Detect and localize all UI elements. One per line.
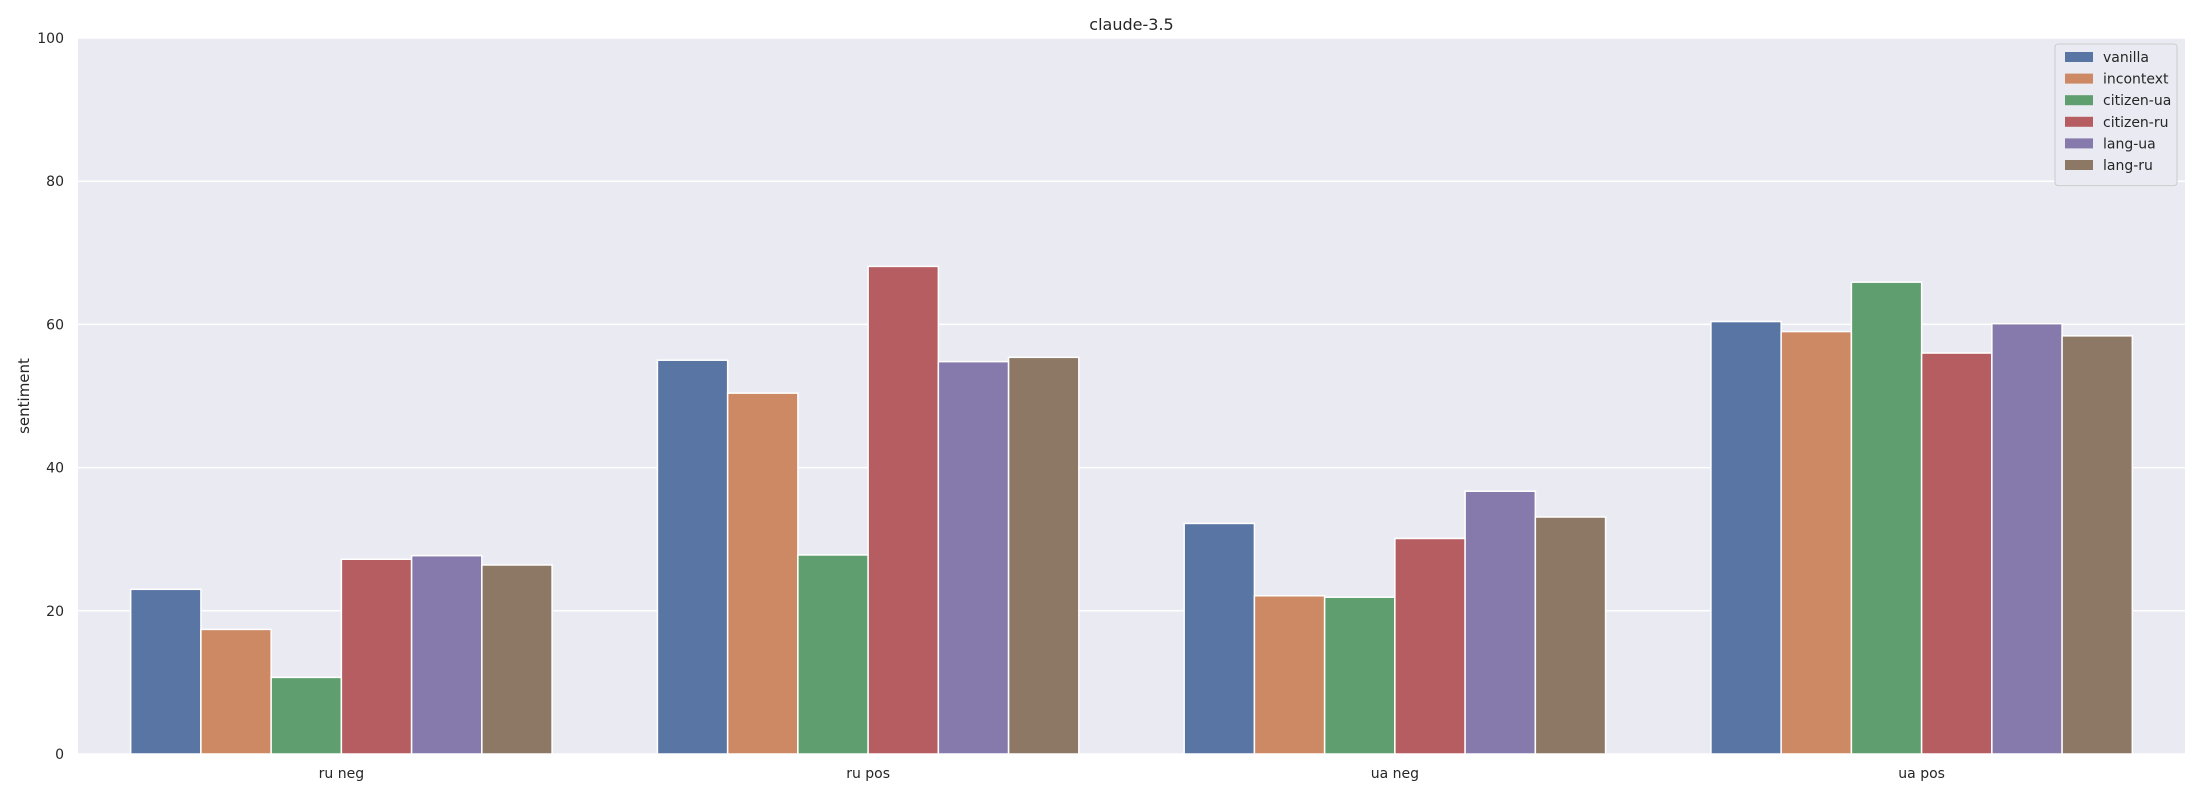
bar-vanilla-ru-neg — [129, 588, 202, 755]
legend-swatch-lang-ru — [2065, 160, 2093, 170]
x-tick-label: ua neg — [1371, 766, 1419, 782]
bar-lang-ru-ua-neg — [1534, 516, 1607, 755]
y-tick-label: 20 — [46, 604, 64, 620]
bar-lang-ru-ru-pos — [1007, 356, 1080, 755]
chart-title: claude-3.5 — [1089, 15, 1173, 34]
legend-label-citizen-ru: citizen-ru — [2103, 115, 2168, 131]
legend-label-citizen-ua: citizen-ua — [2103, 93, 2171, 109]
x-tick-label: ua pos — [1898, 766, 1945, 782]
y-tick-label: 60 — [46, 317, 64, 333]
bar-vanilla-ua-pos — [1710, 320, 1782, 755]
bar-incontext-ru-pos — [726, 392, 799, 755]
bar-lang-ru-ru-neg — [481, 564, 553, 755]
x-tick-labels: ru neg ru pos ua neg ua pos — [319, 766, 1945, 782]
bar-incontext-ua-neg — [1253, 595, 1326, 755]
bar-vanilla-ua-neg — [1183, 522, 1256, 755]
legend-label-incontext: incontext — [2103, 72, 2169, 88]
bar-citizen-ua-ru-neg — [270, 676, 343, 755]
bar-citizen-ua-ua-neg — [1323, 596, 1396, 755]
bar-citizen-ru-ru-neg — [340, 558, 413, 755]
legend: vanilla incontext citizen-ua citizen-ru lang… — [2054, 43, 2178, 187]
y-tick-label: 40 — [46, 461, 64, 477]
bar-incontext-ua-pos — [1780, 330, 1853, 755]
y-tick-label: 0 — [55, 747, 64, 763]
bar-incontext-ru-neg — [200, 628, 272, 755]
bar-lang-ua-ru-neg — [410, 554, 483, 755]
legend-swatch-citizen-ua — [2065, 95, 2093, 106]
legend-swatch-incontext — [2065, 73, 2093, 84]
bar-citizen-ru-ua-pos — [1920, 352, 1993, 755]
legend-label-vanilla: vanilla — [2103, 50, 2149, 66]
y-tick-label: 100 — [37, 31, 64, 47]
bar-lang-ua-ua-neg — [1464, 490, 1537, 755]
bar-citizen-ua-ru-pos — [797, 554, 869, 755]
legend-label-lang-ua: lang-ua — [2103, 136, 2156, 152]
x-tick-label: ru pos — [846, 766, 890, 782]
legend-swatch-citizen-ru — [2065, 116, 2093, 127]
bar-vanilla-ru-pos — [656, 359, 729, 755]
legend-label-lang-ru: lang-ru — [2103, 158, 2153, 174]
bar-citizen-ru-ru-pos — [867, 265, 940, 755]
bar-citizen-ua-ua-pos — [1850, 281, 1923, 755]
bar-lang-ru-ua-pos — [2061, 335, 2134, 755]
legend-swatch-vanilla — [2065, 52, 2093, 62]
y-axis-label: sentiment — [15, 358, 33, 434]
bar-lang-ua-ua-pos — [1991, 322, 2063, 755]
y-tick-label: 80 — [46, 174, 64, 190]
bar-lang-ua-ru-pos — [937, 360, 1010, 755]
bar-citizen-ru-ua-neg — [1394, 537, 1466, 755]
y-tick-labels: 0 20 40 60 80 100 — [37, 31, 64, 763]
legend-swatch-lang-ua — [2065, 138, 2093, 149]
bars — [129, 265, 2134, 755]
x-tick-label: ru neg — [319, 766, 364, 782]
